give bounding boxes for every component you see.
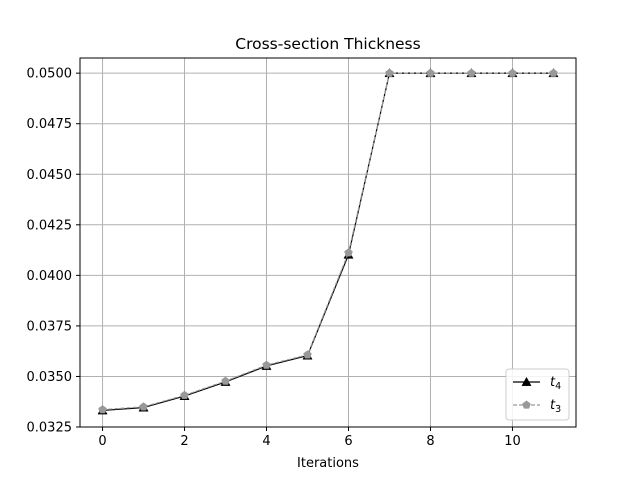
series-group [97, 68, 559, 415]
data-point [139, 402, 148, 411]
x-tick-label: 0 [98, 434, 106, 449]
x-tick-label: 8 [426, 434, 434, 449]
y-tick-label: 0.0500 [27, 67, 73, 82]
data-point [98, 405, 107, 414]
y-tick-label: 0.0350 [27, 370, 73, 385]
data-point [344, 248, 353, 257]
legend-label-subscript: 4 [555, 381, 561, 392]
y-tick-label: 0.0425 [27, 218, 73, 233]
data-point [221, 376, 230, 385]
legend-marker [521, 376, 532, 386]
legend-label-base: t [550, 398, 556, 413]
chart-title: Cross-section Thickness [235, 35, 420, 53]
legend-marker [522, 400, 531, 409]
grid-lines [80, 58, 576, 428]
x-tick-label: 4 [262, 434, 270, 449]
x-axis-title: Iterations [297, 456, 359, 471]
y-tick-label: 0.0375 [27, 319, 73, 334]
y-tick-label: 0.0325 [27, 421, 73, 436]
legend-label-subscript: 3 [555, 404, 561, 415]
x-tick-label: 6 [344, 434, 352, 449]
x-tick-label: 10 [504, 434, 521, 449]
plot-frame [79, 57, 577, 428]
series-line [102, 72, 554, 411]
data-point [180, 390, 189, 399]
y-tick-label: 0.0450 [27, 168, 73, 183]
legend-entry: t3 [513, 398, 561, 415]
legend-label-base: t [550, 375, 556, 390]
data-point [385, 68, 394, 77]
legend-label: t4 [550, 375, 561, 392]
data-point [549, 68, 558, 77]
axis-ticks: 0 2 4 6 8 10 0.0325 0.0350 0.0375 0.0400 0.0425 0.0… [27, 67, 521, 449]
data-point [467, 68, 476, 77]
data-point [426, 68, 435, 77]
legend-entry: t4 [513, 375, 561, 392]
data-point [303, 350, 312, 359]
data-point [508, 68, 517, 77]
legend-label: t3 [550, 398, 561, 415]
data-point [262, 360, 271, 369]
x-tick-label: 2 [180, 434, 188, 449]
y-tick-label: 0.0400 [27, 269, 73, 284]
series-t3 [98, 68, 558, 414]
y-tick-label: 0.0475 [27, 117, 73, 132]
